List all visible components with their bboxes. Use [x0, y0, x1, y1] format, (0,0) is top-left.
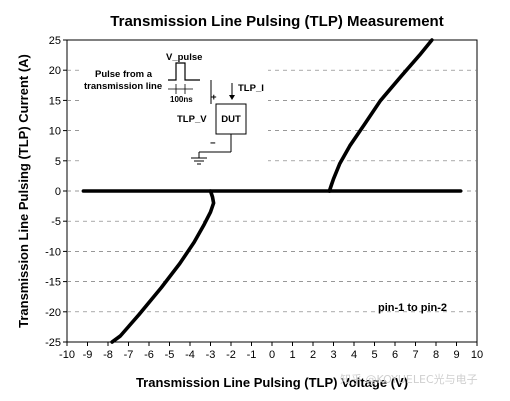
- x-tick-label: 2: [310, 349, 316, 361]
- x-tick-label: -9: [83, 349, 93, 361]
- x-tick-label: 7: [412, 349, 418, 361]
- x-tick-label: -6: [144, 349, 154, 361]
- tlp-i-label: TLP_I: [238, 83, 264, 94]
- inset-schematic: V_pulse Pulse from a transmission line 1…: [82, 44, 268, 169]
- minus-sign: −: [210, 138, 216, 149]
- x-tick-label: -2: [226, 349, 236, 361]
- y-tick-label: -10: [45, 246, 61, 258]
- dut-label: DUT: [221, 114, 241, 125]
- y-tick-label: -15: [45, 277, 61, 289]
- x-tick-label: 3: [330, 349, 336, 361]
- y-tick-label: -5: [51, 216, 61, 228]
- pulse-waveform: [168, 62, 200, 81]
- y-tick-label: 0: [55, 186, 61, 198]
- series-group: [81, 38, 463, 344]
- x-tick-label: 9: [453, 349, 459, 361]
- x-tick-label: 5: [371, 349, 377, 361]
- pulse-width-label: 100ns: [170, 95, 193, 104]
- pin-annotation: pin-1 to pin-2: [378, 302, 447, 314]
- pulse-source-label-line1: Pulse from a: [95, 69, 153, 80]
- x-tick-label: -7: [124, 349, 134, 361]
- watermark: 知乎 @KOYUELEC光与电子: [340, 372, 478, 386]
- x-tick-label: 4: [351, 349, 357, 361]
- x-tick-label: -8: [103, 349, 113, 361]
- x-tick-label: -4: [185, 349, 195, 361]
- x-tick-label: 0: [269, 349, 275, 361]
- pulse-source-label-line2: transmission line: [84, 81, 162, 92]
- x-tick-label: 6: [392, 349, 398, 361]
- x-tick-label: 10: [471, 349, 483, 361]
- dut-box: [215, 103, 247, 135]
- y-axis-label: Transmission Line Pulsing (TLP) Current …: [16, 54, 31, 328]
- plus-sign: +: [211, 92, 217, 103]
- x-tick-label: -3: [206, 349, 216, 361]
- tlp-v-label: TLP_V: [177, 114, 207, 125]
- x-tick-label: 1: [289, 349, 295, 361]
- x-tick-label: -1: [247, 349, 257, 361]
- y-tick-label: 20: [49, 65, 61, 77]
- x-axis-label: Transmission Line Pulsing (TLP) Voltage …: [136, 375, 408, 390]
- x-tick-label: 8: [433, 349, 439, 361]
- x-axis-ticks: -10 -9 -8 -7 -6 -5 -4 -3 -2 -1 0 1 2 3 4 5 6 7 8 9 10: [59, 342, 483, 361]
- series-line-3: [327, 38, 434, 193]
- series-line-1: [81, 189, 216, 344]
- x-tick-label: -5: [165, 349, 175, 361]
- tlp-i-arrow-head: [229, 95, 235, 100]
- chart-title: Transmission Line Pulsing (TLP) Measurem…: [110, 13, 443, 30]
- v-pulse-label: V_pulse: [166, 52, 202, 63]
- y-axis-ticks: -25 -20 -15 -10 -5 0 5 10 15 20 25: [45, 35, 67, 349]
- y-tick-label: 25: [49, 35, 61, 47]
- y-tick-label: -25: [45, 337, 61, 349]
- y-tick-label: -20: [45, 307, 61, 319]
- y-tick-label: 5: [55, 156, 61, 168]
- y-tick-label: 15: [49, 95, 61, 107]
- y-tick-label: 10: [49, 126, 61, 138]
- x-tick-label: -10: [59, 349, 75, 361]
